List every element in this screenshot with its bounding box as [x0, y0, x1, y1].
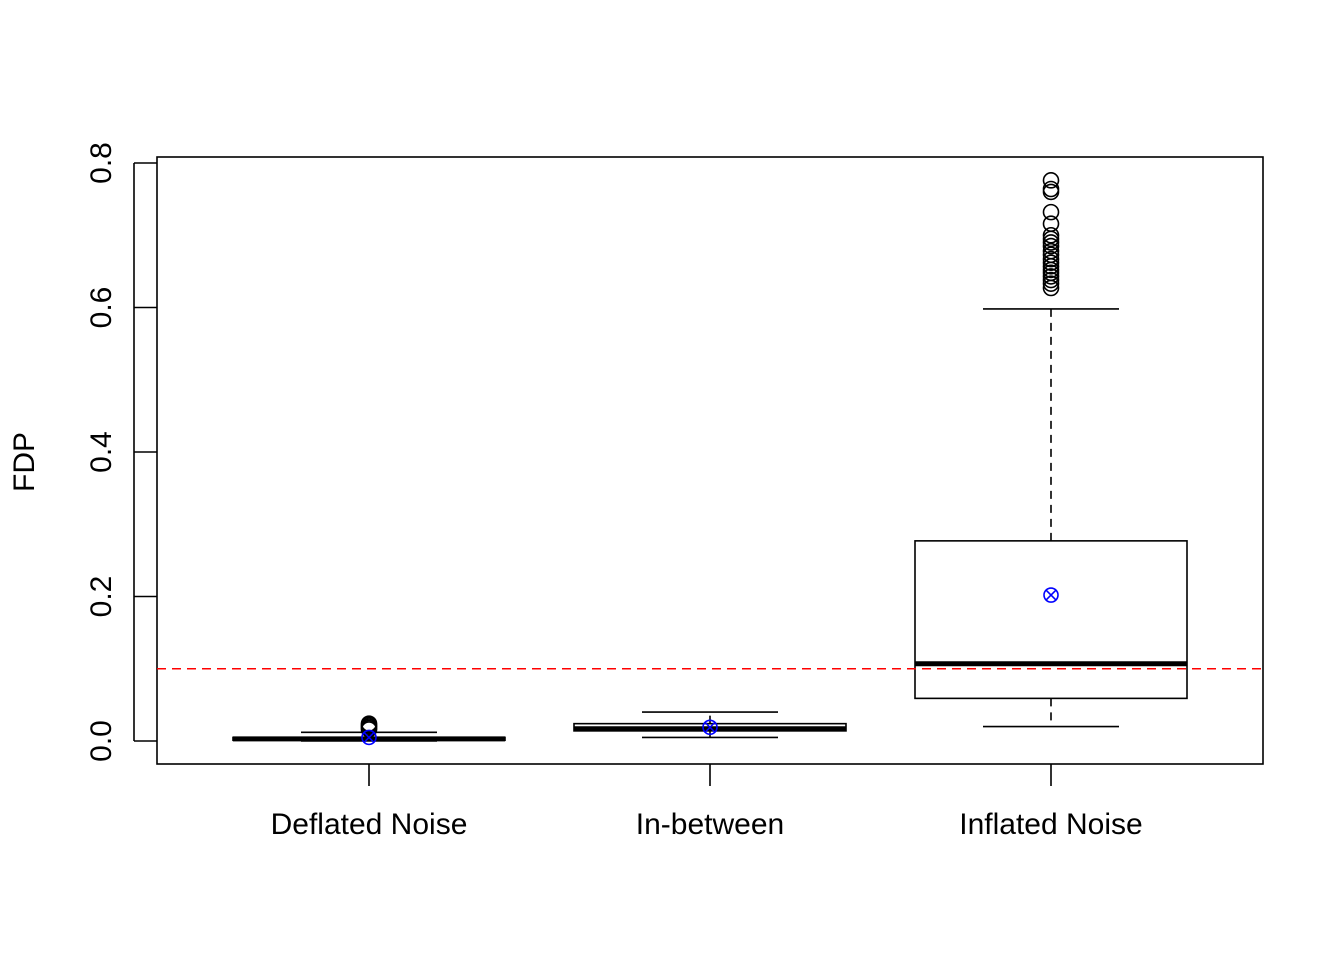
outlier-point — [1042, 215, 1060, 232]
outlier-point — [1042, 246, 1060, 264]
outlier-point — [1042, 203, 1060, 221]
outlier-point — [1042, 226, 1060, 244]
outlier-point — [1042, 180, 1060, 198]
y-tick-label: 0.4 — [85, 431, 118, 473]
mean-marker-circle — [1043, 587, 1059, 603]
box-group — [573, 711, 847, 739]
y-tick-label: 0.0 — [85, 720, 118, 762]
y-axis-label: FDP — [8, 432, 41, 492]
mean-marker — [1043, 587, 1059, 603]
outlier-point — [1042, 268, 1060, 285]
x-tick-label: In-between — [636, 808, 784, 841]
box-group — [232, 715, 506, 746]
x-axis: Deflated Noise In-between Inflated Noise — [271, 764, 1143, 841]
outlier-point — [1042, 234, 1060, 251]
outlier-point — [1042, 254, 1060, 272]
y-axis: 0.0 0.2 0.4 0.6 0.8 — [85, 142, 157, 762]
mean-marker-cross-b — [363, 731, 375, 743]
x-tick-label: Deflated Noise — [271, 808, 468, 841]
mean-marker-cross-b — [1045, 589, 1057, 601]
mean-marker-circle — [361, 729, 377, 746]
mean-marker-cross-b — [704, 721, 716, 733]
outlier-point — [1042, 172, 1060, 189]
outlier-point — [1042, 275, 1060, 292]
box-series — [232, 172, 1188, 746]
outlier-point — [1042, 237, 1060, 255]
box-iqr — [914, 540, 1188, 700]
outlier-point — [1042, 271, 1060, 289]
y-tick-label: 0.8 — [85, 142, 118, 184]
mean-marker-circle — [702, 719, 718, 736]
y-tick-label: 0.2 — [85, 576, 118, 618]
mean-marker — [361, 729, 377, 746]
outlier-point — [1042, 250, 1060, 268]
mean-marker — [702, 719, 718, 736]
box-group — [914, 172, 1188, 728]
x-tick-label: Inflated Noise — [959, 808, 1142, 841]
outlier-point — [1042, 242, 1060, 260]
y-tick-label: 0.6 — [85, 287, 118, 329]
